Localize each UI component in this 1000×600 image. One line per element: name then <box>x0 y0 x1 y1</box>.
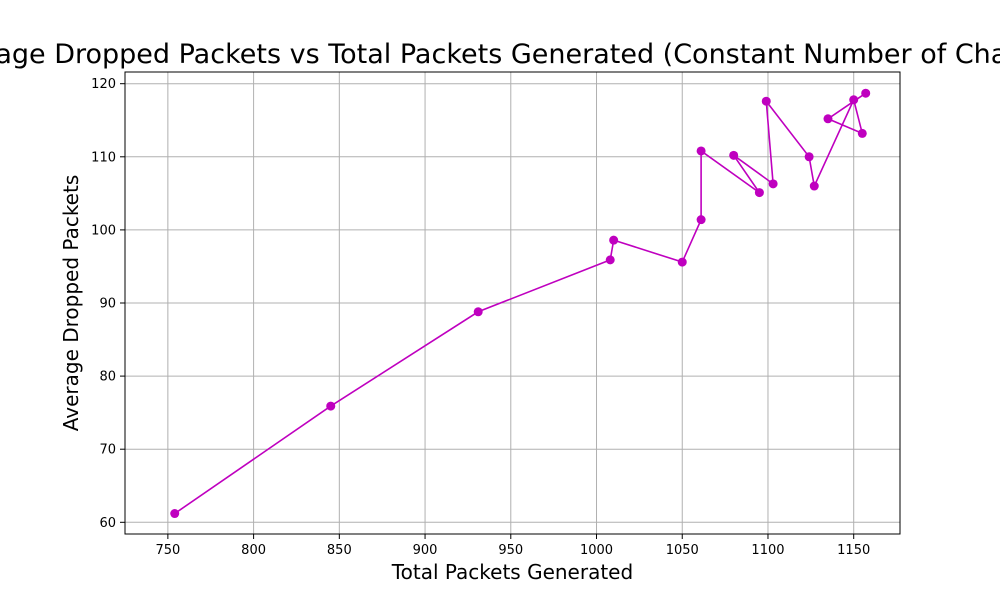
y-tick-label: 90 <box>99 297 116 312</box>
y-tick-label: 110 <box>91 150 116 165</box>
y-axis-ticks: 60 70 80 90 100 110 120 <box>91 77 125 531</box>
data-point <box>823 114 833 124</box>
chart-title: Average Dropped Packets vs Total Packets… <box>0 39 1000 70</box>
data-point <box>170 509 180 519</box>
grid <box>125 72 900 534</box>
data-point <box>473 307 483 317</box>
x-tick-label: 1100 <box>751 543 784 558</box>
y-tick-label: 120 <box>91 77 116 92</box>
data-point <box>761 96 771 106</box>
data-point <box>809 181 819 191</box>
x-tick-label: 900 <box>413 543 438 558</box>
y-axis-label: Average Dropped Packets <box>59 175 83 432</box>
data-point <box>326 401 336 411</box>
data-point <box>696 146 706 156</box>
series-line <box>174 92 867 515</box>
data-point <box>696 215 706 225</box>
x-tick-label: 1050 <box>666 543 699 558</box>
x-tick-label: 1150 <box>837 543 870 558</box>
data-point <box>729 150 739 160</box>
data-point <box>804 152 814 162</box>
x-tick-label: 800 <box>241 543 266 558</box>
data-point <box>857 128 867 138</box>
y-tick-label: 60 <box>99 516 116 531</box>
x-axis-label: Total Packets Generated <box>391 560 633 584</box>
data-point <box>849 95 859 105</box>
data-point <box>605 255 615 265</box>
data-point <box>677 257 687 267</box>
data-points <box>170 88 871 519</box>
x-axis-ticks: 750 800 850 900 950 1000 1050 1100 1150 <box>155 534 870 558</box>
x-tick-label: 850 <box>327 543 352 558</box>
x-tick-label: 950 <box>498 543 523 558</box>
x-tick-label: 1000 <box>580 543 613 558</box>
data-point <box>861 88 871 98</box>
y-tick-label: 100 <box>91 223 116 238</box>
data-point <box>609 235 619 245</box>
data-point <box>768 179 778 189</box>
y-tick-label: 80 <box>99 370 116 385</box>
x-tick-label: 750 <box>155 543 180 558</box>
data-point <box>754 188 764 198</box>
y-tick-label: 70 <box>99 443 116 458</box>
